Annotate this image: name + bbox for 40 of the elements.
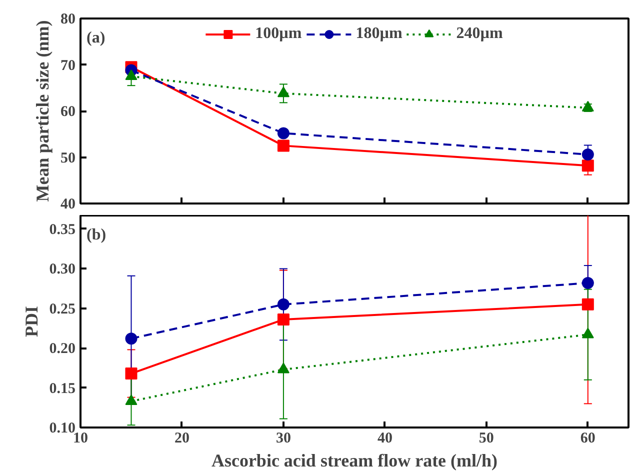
y-tick-label: 0.20 (49, 341, 76, 358)
point (277, 314, 290, 326)
x-tick-label: 60 (580, 430, 596, 446)
y-tick-label: 40 (60, 196, 76, 212)
y-tick-label: 0.15 (49, 380, 76, 397)
x-tick-label: 50 (478, 430, 494, 446)
y-tick-label: 0.10 (49, 420, 76, 436)
y-axis-title: Mean particle size (nm) (32, 20, 52, 202)
y-tick-label: 0.30 (49, 262, 76, 278)
point (277, 86, 290, 98)
point (582, 148, 594, 160)
point (277, 298, 290, 310)
y-tick-label: 60 (60, 104, 76, 120)
annotation: (b) (86, 226, 106, 244)
x-tick-label: 20 (174, 430, 190, 446)
point (582, 277, 594, 289)
point (582, 160, 594, 172)
annotation: (a) (86, 30, 106, 46)
point (125, 332, 138, 345)
y-tick-label: 70 (60, 58, 76, 74)
point (582, 100, 594, 112)
y-tick-label: 80 (60, 12, 76, 28)
point (125, 69, 138, 80)
x-tick-label: 30 (276, 430, 291, 446)
y-tick-label: 0.25 (49, 301, 76, 318)
x-tick-label: 10 (73, 430, 88, 446)
x-tick-label: 40 (377, 430, 392, 446)
point (582, 328, 594, 338)
legend-label: 100µm (255, 25, 302, 43)
point (277, 362, 290, 374)
x-axis-title: Ascorbic acid stream flow rate (ml/h) (211, 450, 498, 470)
legend-label: 180µm (356, 25, 402, 43)
point (277, 140, 290, 152)
legend-label: 240µm (456, 25, 503, 43)
point (582, 298, 594, 310)
y-tick-label: 50 (60, 150, 76, 166)
point (125, 394, 138, 405)
y-tick-label: 0.35 (49, 222, 76, 238)
point (277, 127, 290, 140)
y-axis-title: PDI (21, 306, 42, 337)
